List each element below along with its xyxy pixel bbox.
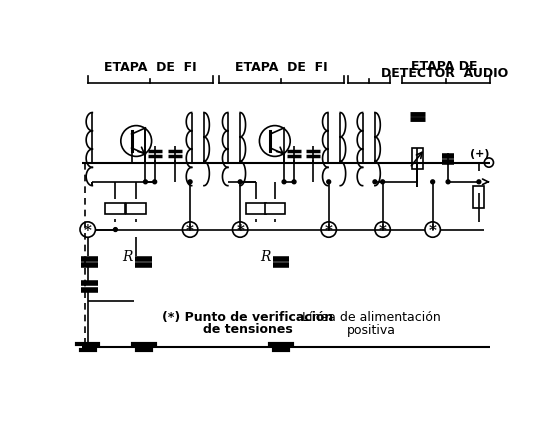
Bar	[245, 204, 266, 215]
Text: R: R	[122, 249, 132, 263]
Bar	[412, 148, 423, 170]
Circle shape	[114, 228, 117, 232]
Circle shape	[144, 180, 148, 184]
Circle shape	[381, 180, 385, 184]
Circle shape	[375, 223, 390, 238]
Circle shape	[282, 180, 286, 184]
Text: DETECTOR  ÁUDIO: DETECTOR ÁUDIO	[381, 67, 508, 80]
Circle shape	[238, 180, 242, 184]
Text: R: R	[260, 249, 271, 263]
Text: *: *	[236, 223, 244, 237]
Text: *: *	[379, 223, 386, 237]
Text: *: *	[84, 223, 92, 237]
Bar	[265, 204, 285, 215]
Circle shape	[431, 180, 435, 184]
Circle shape	[327, 180, 331, 184]
Circle shape	[425, 223, 440, 238]
Circle shape	[183, 223, 198, 238]
Circle shape	[292, 180, 296, 184]
Text: de tensiones: de tensiones	[203, 322, 292, 335]
Circle shape	[446, 180, 450, 184]
Circle shape	[373, 180, 377, 184]
Bar	[473, 187, 485, 208]
Text: positiva: positiva	[346, 323, 396, 336]
Text: ETAPA  DE  FI: ETAPA DE FI	[235, 61, 327, 74]
Circle shape	[233, 223, 248, 238]
Circle shape	[259, 126, 290, 157]
Text: (*) Punto de verificación: (*) Punto de verificación	[162, 311, 334, 323]
Circle shape	[121, 126, 152, 157]
Bar	[105, 204, 125, 215]
Text: ETAPA DE: ETAPA DE	[411, 60, 477, 72]
Text: *: *	[428, 223, 437, 237]
Circle shape	[321, 223, 336, 238]
Circle shape	[188, 180, 192, 184]
Circle shape	[477, 180, 481, 184]
Text: ETAPA  DE  FI: ETAPA DE FI	[104, 61, 196, 74]
Circle shape	[153, 180, 157, 184]
Bar	[126, 204, 146, 215]
Circle shape	[80, 223, 95, 238]
Text: *: *	[186, 223, 194, 237]
Text: Línea de alimentación: Línea de alimentación	[302, 311, 441, 323]
Text: (+): (+)	[470, 149, 490, 159]
Text: *: *	[325, 223, 332, 237]
Circle shape	[485, 159, 493, 168]
